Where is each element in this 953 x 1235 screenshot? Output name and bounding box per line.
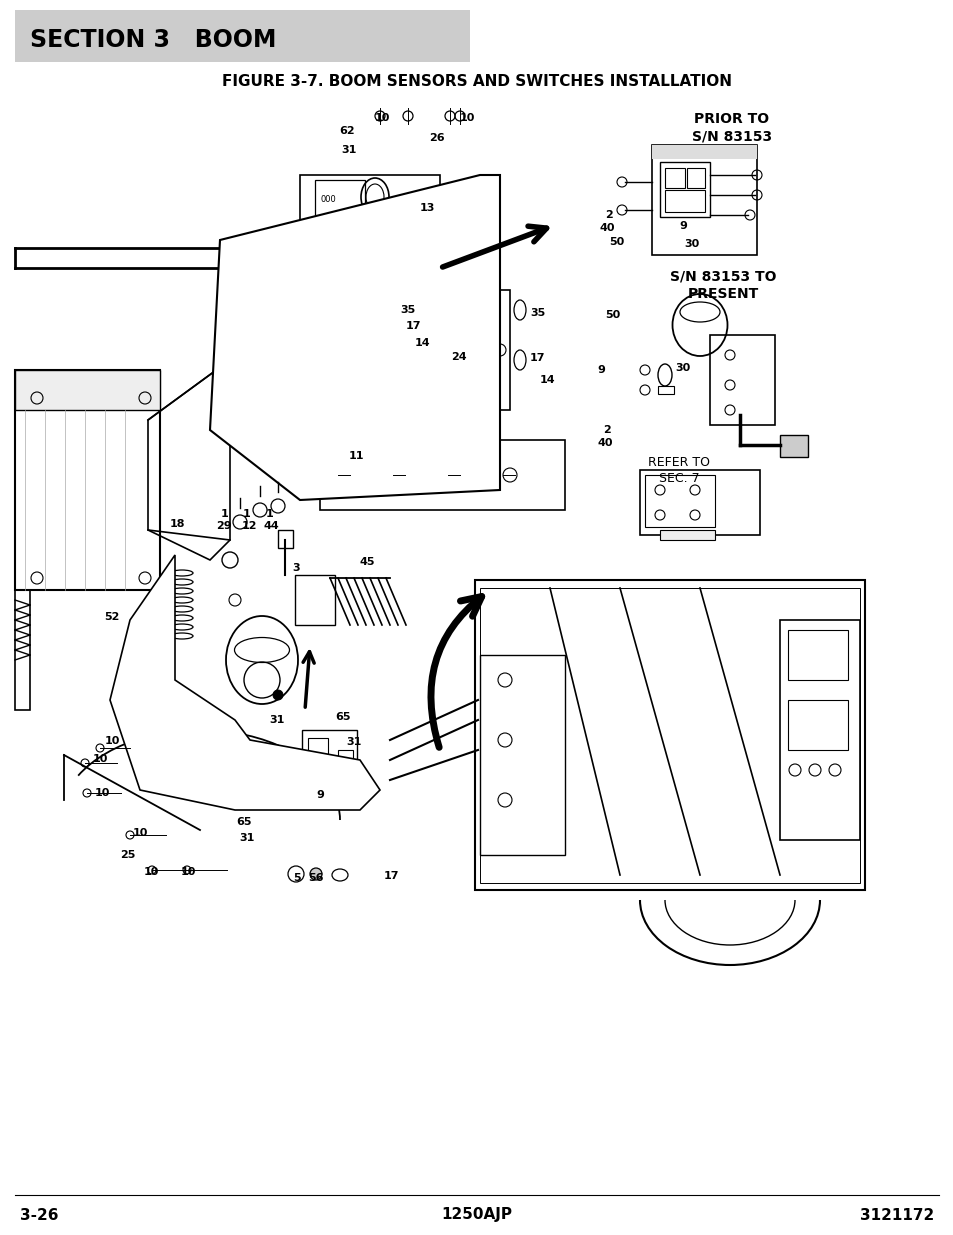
Text: 12: 12 xyxy=(241,521,256,531)
Text: 10: 10 xyxy=(374,112,389,124)
Text: 1: 1 xyxy=(243,509,251,519)
Text: 1250AJP: 1250AJP xyxy=(441,1208,512,1223)
Bar xyxy=(639,471,760,535)
Polygon shape xyxy=(210,175,499,500)
Text: 10: 10 xyxy=(92,755,108,764)
Text: 10: 10 xyxy=(94,788,110,798)
Bar xyxy=(302,730,356,790)
Bar xyxy=(709,335,774,425)
Bar xyxy=(15,370,160,410)
Bar xyxy=(686,168,704,188)
Text: 3: 3 xyxy=(292,563,299,573)
Bar xyxy=(319,440,564,510)
Text: 9: 9 xyxy=(597,366,604,375)
Text: 40: 40 xyxy=(598,224,614,233)
Text: 52: 52 xyxy=(104,613,119,622)
Text: 2: 2 xyxy=(602,425,610,435)
Text: 50: 50 xyxy=(605,310,620,320)
Bar xyxy=(15,590,30,710)
Text: 30: 30 xyxy=(675,363,690,373)
Text: 17: 17 xyxy=(383,871,398,881)
Text: 3-26: 3-26 xyxy=(20,1208,58,1223)
Text: 10: 10 xyxy=(104,736,119,746)
Text: 11: 11 xyxy=(348,451,363,461)
Bar xyxy=(294,576,335,625)
Text: S/N 83153 TO
PRESENT: S/N 83153 TO PRESENT xyxy=(669,269,776,300)
Bar xyxy=(651,144,757,159)
Polygon shape xyxy=(110,555,379,810)
Text: 3121172: 3121172 xyxy=(859,1208,933,1223)
Text: 9: 9 xyxy=(679,221,686,231)
Text: 1: 1 xyxy=(266,509,274,519)
Text: 29: 29 xyxy=(216,521,232,531)
Text: 9: 9 xyxy=(315,790,324,800)
Text: 25: 25 xyxy=(120,850,135,860)
Text: 31: 31 xyxy=(269,715,284,725)
Bar xyxy=(658,387,673,394)
Bar xyxy=(479,655,564,855)
Polygon shape xyxy=(148,359,230,559)
Bar xyxy=(787,630,847,680)
Text: 17: 17 xyxy=(405,321,420,331)
Circle shape xyxy=(310,868,322,881)
Bar xyxy=(277,530,293,548)
Text: 5: 5 xyxy=(293,873,300,883)
Text: 10: 10 xyxy=(180,867,195,877)
Text: 65: 65 xyxy=(236,818,252,827)
Bar xyxy=(475,580,864,890)
Text: 56: 56 xyxy=(308,873,323,883)
Bar xyxy=(780,620,859,840)
Text: 35: 35 xyxy=(530,308,545,317)
Text: REFER TO
SEC. 7: REFER TO SEC. 7 xyxy=(647,456,709,484)
Bar xyxy=(299,175,439,230)
Bar xyxy=(787,700,847,750)
Text: 62: 62 xyxy=(339,126,355,136)
Text: 30: 30 xyxy=(683,240,699,249)
Text: 40: 40 xyxy=(597,438,612,448)
Text: 31: 31 xyxy=(346,737,361,747)
Text: 13: 13 xyxy=(419,203,435,212)
Text: 18: 18 xyxy=(169,519,185,529)
Bar xyxy=(664,168,684,188)
Text: 14: 14 xyxy=(415,338,431,348)
Bar xyxy=(659,162,709,217)
Bar xyxy=(15,10,470,62)
Bar xyxy=(479,588,859,883)
Text: 17: 17 xyxy=(530,353,545,363)
Text: 10: 10 xyxy=(143,867,158,877)
Text: 14: 14 xyxy=(539,375,555,385)
Text: 50: 50 xyxy=(609,237,624,247)
Text: 31: 31 xyxy=(341,144,356,156)
Text: 65: 65 xyxy=(335,713,351,722)
Bar xyxy=(308,739,328,756)
Text: 1: 1 xyxy=(221,509,229,519)
Text: 10: 10 xyxy=(132,827,148,839)
Text: 44: 44 xyxy=(263,521,278,531)
Circle shape xyxy=(302,367,317,383)
Bar xyxy=(664,190,704,212)
Bar xyxy=(659,530,714,540)
Bar xyxy=(337,750,353,764)
Bar xyxy=(780,435,807,457)
Bar xyxy=(644,475,714,527)
Text: 10: 10 xyxy=(458,112,475,124)
Circle shape xyxy=(273,690,283,700)
Text: 26: 26 xyxy=(429,133,444,143)
Bar xyxy=(651,144,757,254)
Bar xyxy=(430,290,510,410)
Text: 45: 45 xyxy=(359,557,375,567)
Bar xyxy=(314,180,365,220)
Text: SECTION 3   BOOM: SECTION 3 BOOM xyxy=(30,28,276,52)
Text: PRIOR TO
S/N 83153: PRIOR TO S/N 83153 xyxy=(691,112,771,143)
Text: 24: 24 xyxy=(451,352,466,362)
Text: FIGURE 3-7. BOOM SENSORS AND SWITCHES INSTALLATION: FIGURE 3-7. BOOM SENSORS AND SWITCHES IN… xyxy=(222,74,731,89)
Text: 000: 000 xyxy=(320,195,335,205)
Text: 35: 35 xyxy=(400,305,416,315)
Text: 31: 31 xyxy=(239,832,254,844)
Bar xyxy=(15,370,160,590)
Text: 2: 2 xyxy=(604,210,612,220)
